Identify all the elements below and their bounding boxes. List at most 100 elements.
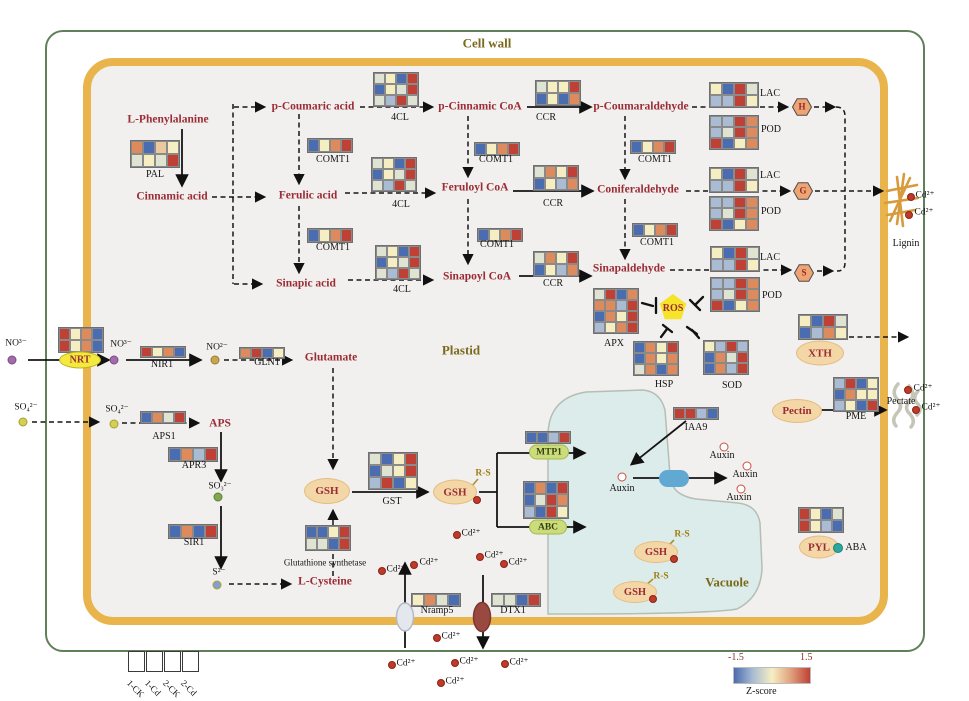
heatmap-cell (308, 229, 319, 242)
heatmap-cell (409, 268, 420, 279)
heatmap-cell (405, 180, 416, 191)
so4-out-label: SO₄²⁻ (14, 402, 38, 413)
vacuole-label: Vacuole (705, 574, 749, 590)
s2-dot (212, 580, 222, 590)
heatmap-cell (845, 400, 856, 411)
cinnamic-acid: Cinnamic acid (136, 190, 208, 203)
iaa9-label: IAA9 (684, 422, 708, 433)
gsh-vacuole-1: GSH (634, 541, 678, 563)
comt1-label-5: COMT1 (638, 154, 672, 165)
heatmap-cell (536, 81, 547, 93)
heatmap-cell (656, 353, 667, 364)
heatmap-cell (537, 432, 548, 443)
heatmap-cell (546, 482, 557, 494)
gst-heatmap (368, 452, 418, 490)
heatmap-cell (547, 81, 558, 93)
heatmap-cell (627, 300, 638, 311)
heatmap-cell (339, 526, 350, 538)
heatmap-cell (143, 141, 155, 154)
heatmap-cell (605, 300, 616, 311)
heatmap-cell (424, 594, 436, 606)
heatmap-cell (737, 363, 748, 374)
ccr-label-1: CCR (535, 112, 557, 123)
pyl-heatmap (798, 507, 844, 533)
iaa9-heatmap (673, 407, 719, 420)
heatmap-cell (711, 247, 723, 259)
heatmap-cell (811, 327, 823, 339)
aps1-heatmap (140, 411, 186, 424)
heatmap-cell (734, 219, 746, 230)
heatmap-cell (516, 594, 528, 606)
heatmap-cell (734, 138, 746, 149)
heatmap-cell (856, 378, 867, 389)
heatmap-cell (92, 328, 103, 340)
heatmap-cell (535, 482, 546, 494)
heatmap-cell (747, 278, 759, 289)
heatmap-cell (734, 116, 746, 127)
comt1-label-1: COMT1 (316, 154, 350, 165)
cd-dot-2 (670, 555, 678, 563)
heatmap-cell (674, 408, 685, 419)
l-phenylalanine: L-Phenylalanine (127, 113, 209, 126)
sinapoyl-coa: Sinapoyl CoA (442, 270, 512, 283)
heatmap-cell (664, 141, 675, 153)
heatmap-cell (407, 84, 418, 95)
heatmap-cell (722, 219, 734, 230)
comt1-5-heatmap (630, 140, 676, 154)
cd-dot-1 (473, 496, 481, 504)
heatmap-cell (722, 138, 734, 149)
no3-in-label: NO³⁻ (110, 339, 132, 350)
heatmap-cell (856, 389, 867, 400)
no2-dot (210, 355, 220, 365)
heatmap-cell (393, 465, 405, 477)
heatmap-cell (710, 168, 722, 180)
heatmap-cell (594, 311, 605, 322)
heatmap-cell (723, 247, 735, 259)
heatmap-cell (746, 83, 758, 95)
pme-label: PME (845, 411, 867, 422)
heatmap-cell (174, 412, 185, 423)
heatmap-cell (383, 180, 394, 191)
heatmap-cell (567, 166, 578, 178)
heatmap-cell (412, 594, 424, 606)
4cl-label-3: 4CL (393, 284, 411, 295)
sample-square-1-Cd (146, 651, 163, 672)
heatmap-cell (486, 143, 497, 155)
heatmap-cell (710, 138, 722, 149)
cd-dot-16 (907, 193, 915, 201)
heatmap-cell (534, 264, 545, 276)
mtp1-transporter: MTP1 (529, 444, 569, 460)
comt1-label-6: COMT1 (640, 237, 674, 248)
4cl-1-heatmap (373, 72, 419, 107)
sir1-label: SIR1 (183, 537, 205, 548)
heatmap-cell (372, 169, 383, 180)
heatmap-cell (735, 247, 747, 259)
heatmap-cell (240, 348, 251, 358)
gln1-label: GLN1 (254, 357, 280, 368)
heatmap-cell (526, 432, 537, 443)
sir1-heatmap (168, 524, 218, 539)
heatmap-cell (273, 348, 284, 358)
heatmap-cell (383, 169, 394, 180)
ccr-label-3: CCR (542, 278, 564, 289)
heatmap-cell (722, 95, 734, 107)
heatmap-cell (131, 154, 143, 167)
heatmap-cell (545, 252, 556, 264)
coniferaldehyde: Coniferaldehyde (597, 183, 679, 196)
auxin-label-1: Auxin (609, 483, 635, 494)
heatmap-cell (534, 252, 545, 264)
heatmap-cell (141, 347, 152, 357)
ccr-2-heatmap (533, 165, 579, 191)
heatmap-cell (387, 268, 398, 279)
heatmap-cell (710, 197, 722, 208)
cd-label-1: Cd²⁺ (461, 528, 481, 539)
heatmap-cell (557, 482, 568, 494)
heatmap-cell (381, 465, 393, 477)
nrt-transporter: NRT (59, 351, 101, 369)
heatmap-cell (524, 506, 535, 518)
pyl-node: PYL (799, 535, 839, 559)
no3-dot-out (7, 355, 17, 365)
heatmap-cell (723, 289, 735, 300)
heatmap-cell (205, 525, 217, 538)
heatmap-cell (867, 389, 878, 400)
